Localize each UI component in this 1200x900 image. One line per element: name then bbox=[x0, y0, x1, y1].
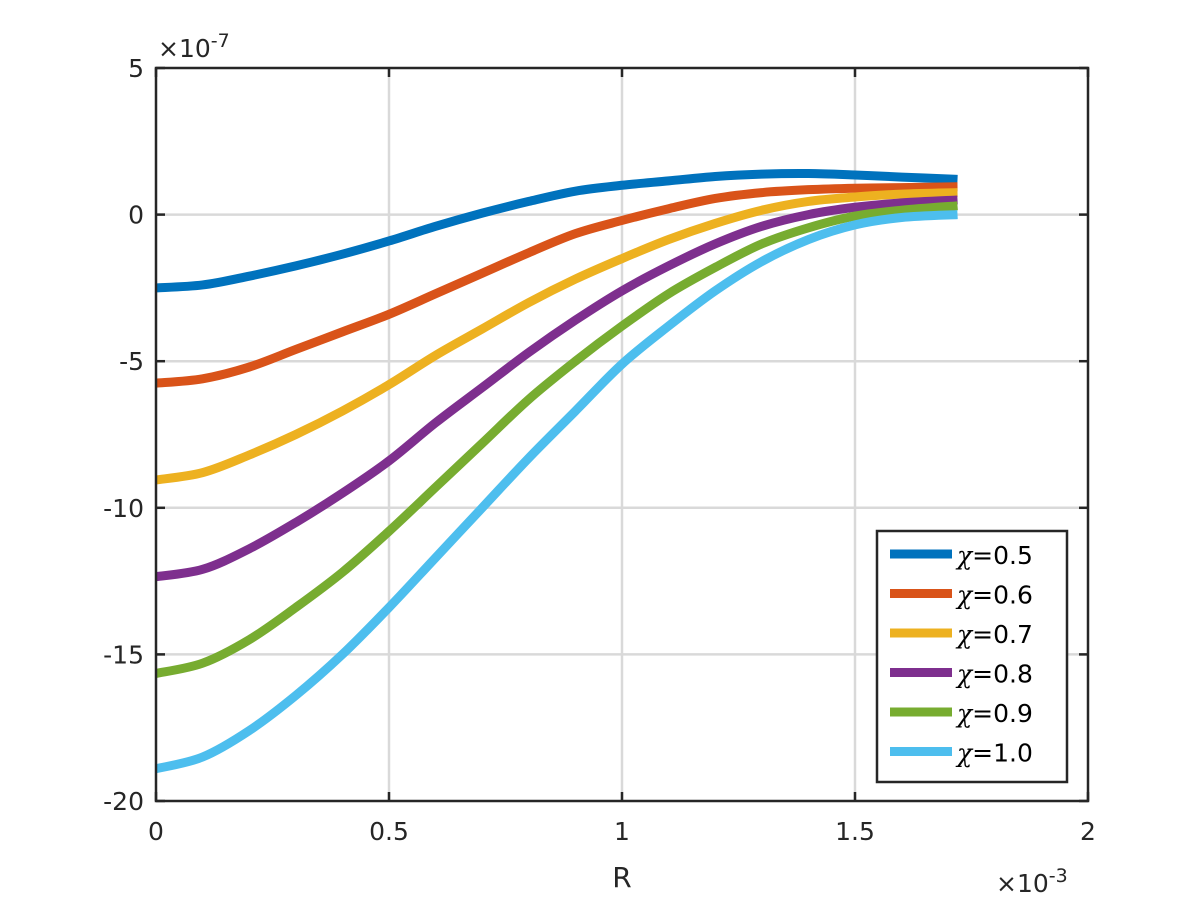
x-tick-label: 0 bbox=[148, 817, 164, 846]
legend-symbol: χ bbox=[955, 541, 974, 570]
legend-symbol: χ bbox=[955, 739, 974, 768]
legend-entry-text: χ=0.6 bbox=[955, 581, 1033, 610]
series-line-6 bbox=[154, 210, 958, 774]
legend-symbol: χ bbox=[955, 660, 974, 689]
series-line-5 bbox=[155, 201, 958, 678]
tick-labels: 0 0.5 1 1.5 2 -20 -15 -10 -5 0 5 bbox=[103, 54, 1096, 846]
series-line-2 bbox=[155, 182, 958, 388]
legend-value: =0.5 bbox=[972, 541, 1033, 570]
legend: χ=0.5χ=0.6χ=0.7χ=0.8χ=0.9χ=1.0 bbox=[875, 529, 1069, 784]
x-exponent-power: -3 bbox=[1049, 865, 1068, 887]
legend-entry-text: χ=1.0 bbox=[955, 739, 1033, 768]
x-exponent-base: ×10 bbox=[996, 869, 1049, 898]
legend-box bbox=[875, 529, 1069, 784]
legend-value: =0.8 bbox=[972, 660, 1033, 689]
x-axis-label: R bbox=[612, 861, 631, 894]
x-tick-label: 1.5 bbox=[835, 817, 875, 846]
legend-value: =0.9 bbox=[972, 699, 1033, 728]
x-tick-label: 1 bbox=[614, 817, 630, 846]
x-exponent-label: ×10-3 bbox=[996, 865, 1068, 898]
legend-symbol: χ bbox=[955, 699, 974, 728]
legend-entry-text: χ=0.5 bbox=[955, 541, 1033, 570]
y-tick-label: 0 bbox=[128, 201, 144, 230]
x-tick-label: 0.5 bbox=[369, 817, 409, 846]
tick-marks bbox=[154, 66, 1090, 803]
y-exponent-power: -7 bbox=[211, 30, 230, 52]
y-tick-label: -10 bbox=[103, 494, 144, 523]
legend-entry-text: χ=0.9 bbox=[955, 699, 1033, 728]
legend-entry-text: χ=0.7 bbox=[955, 620, 1033, 649]
series-line-4 bbox=[155, 195, 958, 582]
legend-value: =1.0 bbox=[972, 739, 1033, 768]
y-exponent-label: ×10-7 bbox=[158, 30, 230, 63]
series-line-3 bbox=[155, 188, 958, 485]
x-tick-label: 2 bbox=[1080, 817, 1096, 846]
y-tick-label: -15 bbox=[103, 640, 144, 669]
y-exponent-base: ×10 bbox=[158, 34, 211, 63]
legend-entry-text: χ=0.8 bbox=[955, 660, 1033, 689]
series-line-1 bbox=[155, 169, 958, 293]
series-lines bbox=[154, 169, 958, 774]
y-tick-label: -20 bbox=[103, 787, 144, 816]
y-tick-label: 5 bbox=[128, 54, 144, 83]
legend-symbol: χ bbox=[955, 620, 974, 649]
legend-value: =0.6 bbox=[972, 581, 1033, 610]
y-tick-label: -5 bbox=[119, 347, 144, 376]
legend-symbol: χ bbox=[955, 581, 974, 610]
legend-value: =0.7 bbox=[972, 620, 1033, 649]
